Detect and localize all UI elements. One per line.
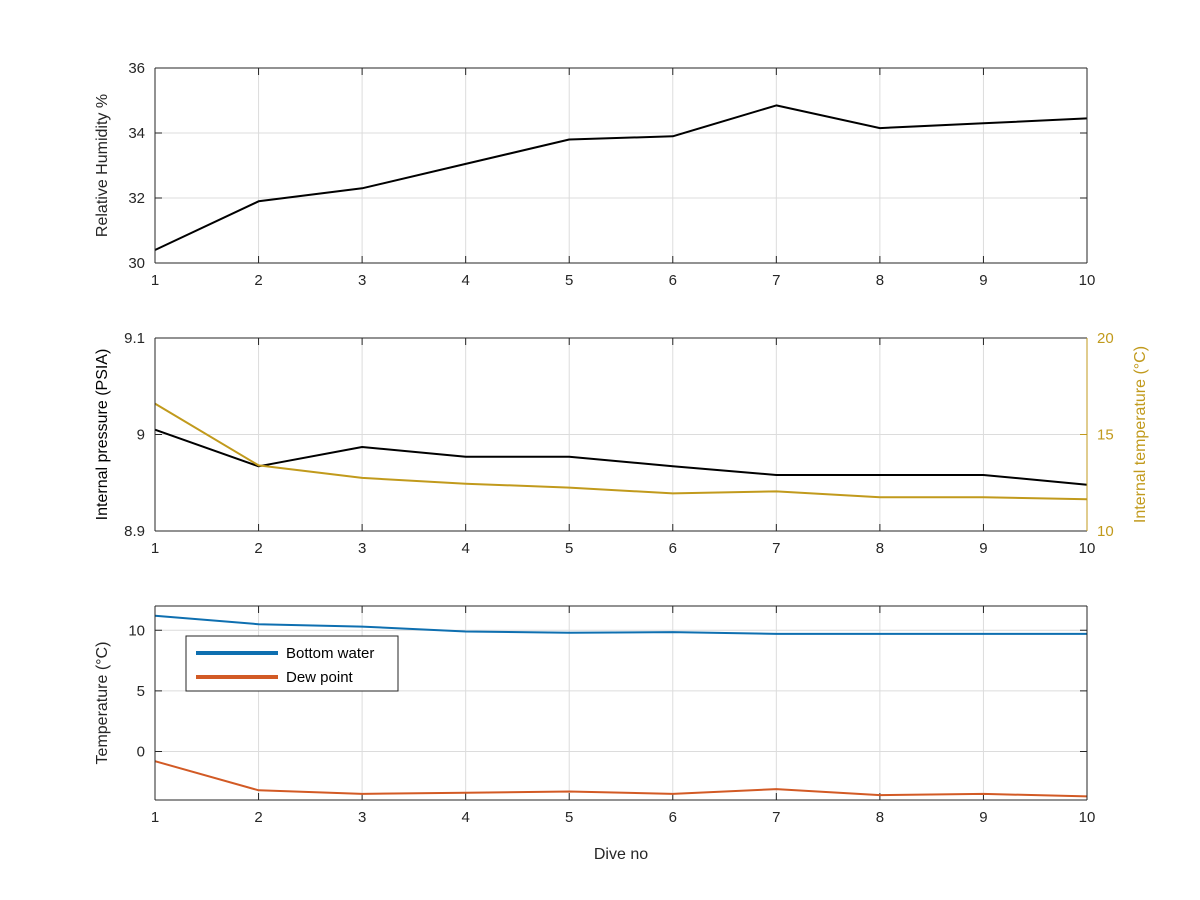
series-line-bottom-water (154, 614, 1087, 635)
x-tick-label: 3 (358, 540, 366, 557)
x-tick-label: 7 (772, 809, 780, 826)
x-tick-label: 1 (151, 809, 159, 826)
chart-panel-2: 1 2 3 4 5 6 7 8 9 10 8.9 9 9.1 10 15 20 Internal tempera… (94, 330, 1149, 557)
y-axis-label: Relative Humidity % (94, 94, 111, 237)
x-tick-label: 8 (876, 540, 884, 557)
series-line-dew-point (154, 760, 1088, 798)
y-tick-label: 9.1 (124, 330, 145, 347)
x-tick-label: 7 (772, 540, 780, 557)
legend-label: Dew point (286, 669, 354, 686)
x-tick-label: 2 (254, 272, 262, 289)
x-tick-label: 1 (151, 272, 159, 289)
x-tick-label: 9 (979, 272, 987, 289)
x-tick-label: 7 (772, 272, 780, 289)
y-axis-label: Internal pressure (PSIA) (94, 349, 111, 521)
y-axis-label: Temperature (°C) (94, 642, 111, 765)
y-tick-label: 0 (137, 744, 145, 761)
legend: Bottom water Dew point (185, 635, 399, 692)
y-tick-label: 30 (128, 255, 145, 272)
x-tick-label: 3 (358, 809, 366, 826)
x-tick-label: 5 (565, 809, 573, 826)
x-tick-label: 9 (979, 809, 987, 826)
plot-area (155, 606, 1087, 800)
x-tick-label: 3 (358, 272, 366, 289)
x-tick-label: 5 (565, 540, 573, 557)
y2-axis-label: Internal temperature (°C) (1132, 346, 1149, 523)
chart-panel-3: 1 2 3 4 5 6 7 8 9 10 0 5 10 Temperature (°C) Dive no Bo… (94, 605, 1096, 863)
x-tick-label: 4 (461, 272, 469, 289)
y-tick-label: 36 (128, 60, 145, 77)
x-tick-label: 6 (669, 809, 677, 826)
x-tick-label: 1 (151, 540, 159, 557)
x-tick-label: 9 (979, 540, 987, 557)
x-tick-label: 10 (1079, 540, 1096, 557)
x-tick-label: 8 (876, 272, 884, 289)
y2-tick-label: 10 (1097, 523, 1114, 540)
x-tick-label: 2 (254, 809, 262, 826)
x-axis-label: Dive no (594, 846, 648, 863)
x-tick-label: 6 (669, 540, 677, 557)
y-tick-label: 32 (128, 190, 145, 207)
x-tick-label: 10 (1079, 272, 1096, 289)
x-tick-label: 5 (565, 272, 573, 289)
y2-tick-label: 15 (1097, 427, 1114, 444)
x-tick-label: 10 (1079, 809, 1096, 826)
y-tick-label: 10 (128, 622, 145, 639)
y-tick-label: 34 (128, 125, 145, 142)
y2-axis: 10 15 20 Internal temperature (°C) (1080, 330, 1149, 540)
y-tick-label: 5 (137, 683, 145, 700)
x-tick-label: 8 (876, 809, 884, 826)
plot-area (155, 68, 1087, 263)
legend-label: Bottom water (286, 645, 374, 662)
x-tick-label: 2 (254, 540, 262, 557)
series-line-2-1 (154, 428, 1088, 486)
y2-tick-label: 20 (1097, 330, 1114, 347)
series-line-1-1 (154, 104, 1088, 251)
series-line-2-2 (154, 402, 1088, 501)
x-tick-label: 6 (669, 272, 677, 289)
legend-box (185, 635, 399, 692)
x-tick-label: 4 (461, 809, 469, 826)
y-tick-label: 8.9 (124, 523, 145, 540)
x-tick-label: 4 (461, 540, 469, 557)
y-tick-label: 9 (137, 427, 145, 444)
